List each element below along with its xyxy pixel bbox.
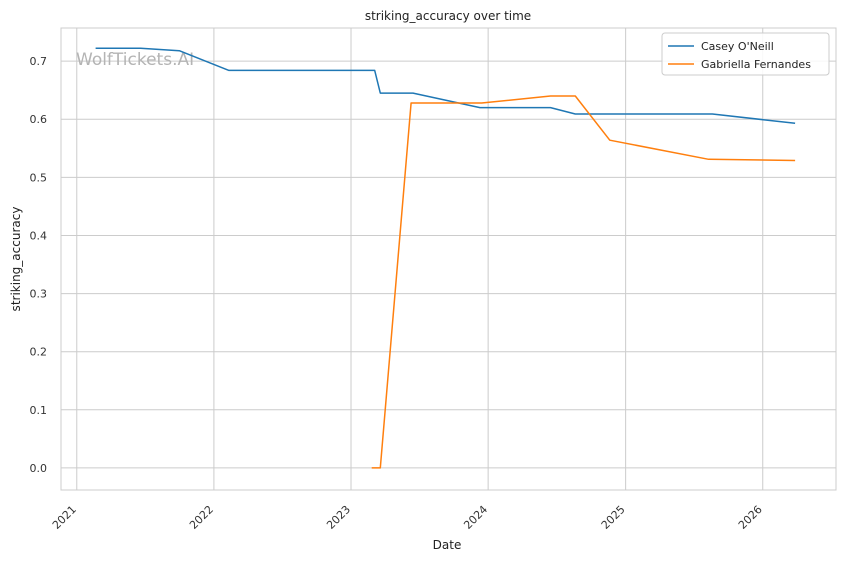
series-line-casey <box>95 47 796 125</box>
y-tick-label: 0.0 <box>30 462 48 475</box>
y-tick-label: 0.4 <box>30 229 48 242</box>
y-tick-label: 0.6 <box>30 113 48 126</box>
plot-frame <box>60 27 837 491</box>
legend-box <box>661 32 830 76</box>
legend-label-casey: Casey O'Neill <box>701 40 774 53</box>
y-axis-ticks: 0.0 0.1 0.2 0.3 0.4 0.5 0.6 0.7 <box>30 55 48 475</box>
series-line-gabriella <box>371 95 796 469</box>
y-axis-label: striking_accuracy <box>9 207 23 312</box>
series-layer <box>95 47 796 469</box>
y-tick-label: 0.5 <box>30 171 48 184</box>
legend-label-gabriella: Gabriella Fernandes <box>701 58 811 71</box>
y-tick-label: 0.7 <box>30 55 48 68</box>
y-tick-label: 0.2 <box>30 346 48 359</box>
y-tick-label: 0.3 <box>30 288 48 301</box>
legend: Casey O'Neill Gabriella Fernandes <box>661 32 830 76</box>
chart-title: striking_accuracy over time <box>365 9 531 23</box>
y-tick-label: 0.1 <box>30 404 48 417</box>
x-axis-label: Date <box>433 538 462 552</box>
gridlines <box>61 28 836 490</box>
watermark-text: WolfTickets.AI <box>76 50 194 70</box>
